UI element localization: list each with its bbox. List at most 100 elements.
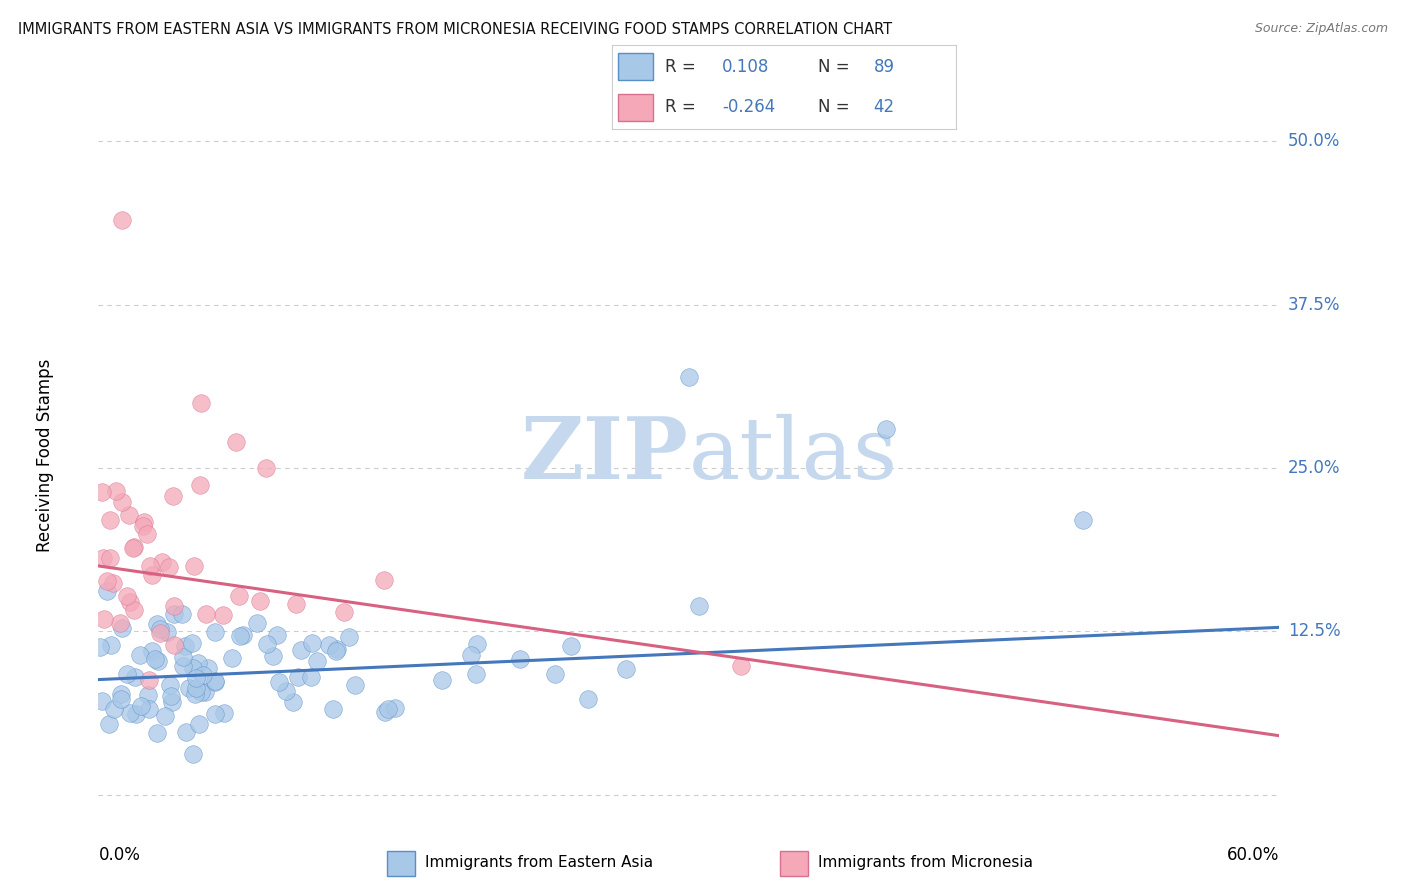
Point — [730, 658, 752, 673]
Point — [115, 589, 138, 603]
Point — [204, 675, 226, 690]
Point — [1071, 513, 1094, 527]
Point — [337, 631, 360, 645]
Text: 60.0%: 60.0% — [1227, 846, 1279, 863]
Point — [228, 589, 250, 603]
Point — [183, 558, 205, 573]
Point — [688, 599, 710, 614]
Text: 89: 89 — [873, 58, 894, 76]
Point — [96, 574, 118, 588]
Point — [172, 659, 194, 673]
Point — [186, 681, 208, 695]
Point — [163, 638, 186, 652]
Point — [190, 685, 212, 699]
Point — [136, 527, 159, 541]
Point — [91, 694, 114, 708]
Point — [183, 661, 205, 675]
Point — [465, 667, 488, 681]
Point — [374, 705, 396, 719]
Text: Receiving Food Stamps: Receiving Food Stamps — [37, 359, 55, 551]
Point — [89, 640, 111, 654]
Point — [333, 605, 356, 619]
Point — [190, 395, 212, 409]
Point — [98, 513, 121, 527]
Text: Immigrants from Eastern Asia: Immigrants from Eastern Asia — [425, 855, 652, 870]
Point — [430, 673, 453, 688]
Point — [249, 594, 271, 608]
Point — [149, 622, 172, 636]
Point — [98, 550, 121, 565]
Point — [110, 615, 132, 630]
Point — [115, 667, 138, 681]
Point — [318, 638, 340, 652]
Point — [173, 639, 195, 653]
Text: N =: N = — [818, 58, 849, 76]
Point — [138, 673, 160, 687]
Point — [124, 541, 146, 555]
Point — [204, 673, 226, 688]
Point — [132, 519, 155, 533]
Point — [100, 638, 122, 652]
Point — [325, 644, 347, 658]
Text: 50.0%: 50.0% — [1288, 132, 1340, 151]
Text: Immigrants from Micronesia: Immigrants from Micronesia — [818, 855, 1033, 870]
Point — [184, 687, 207, 701]
Point — [122, 603, 145, 617]
Point — [103, 702, 125, 716]
FancyBboxPatch shape — [619, 54, 652, 80]
Point — [326, 642, 349, 657]
Point — [91, 551, 114, 566]
Point — [150, 555, 173, 569]
Point — [125, 706, 148, 721]
Point — [160, 695, 183, 709]
Point — [281, 695, 304, 709]
Point — [290, 643, 312, 657]
Point — [188, 477, 211, 491]
Text: Source: ZipAtlas.com: Source: ZipAtlas.com — [1254, 22, 1388, 36]
Point — [103, 576, 125, 591]
Point — [343, 678, 366, 692]
Point — [287, 670, 309, 684]
Point — [172, 607, 194, 621]
Text: 12.5%: 12.5% — [1288, 623, 1340, 640]
Point — [254, 461, 277, 475]
Point — [117, 508, 139, 522]
Point — [576, 691, 599, 706]
Point — [221, 650, 243, 665]
Point — [269, 675, 291, 690]
Point — [122, 541, 145, 555]
Point — [145, 726, 167, 740]
Text: IMMIGRANTS FROM EASTERN ASIA VS IMMIGRANTS FROM MICRONESIA RECEIVING FOOD STAMPS: IMMIGRANTS FROM EASTERN ASIA VS IMMIGRAN… — [18, 22, 893, 37]
Point — [179, 681, 201, 695]
Point — [160, 690, 183, 704]
Point — [246, 615, 269, 630]
Point — [153, 709, 176, 723]
Point — [377, 702, 399, 716]
Point — [134, 515, 156, 529]
Point — [212, 607, 235, 622]
Point — [141, 568, 163, 582]
Point — [120, 594, 142, 608]
Point — [163, 607, 186, 621]
Point — [322, 701, 344, 715]
Point — [187, 656, 209, 670]
Point — [285, 597, 308, 611]
Text: atlas: atlas — [689, 413, 898, 497]
Point — [465, 637, 488, 651]
Point — [124, 670, 146, 684]
Point — [141, 644, 163, 658]
Point — [460, 648, 482, 663]
Point — [159, 678, 181, 692]
Point — [138, 702, 160, 716]
Text: 25.0%: 25.0% — [1288, 459, 1340, 477]
Point — [195, 607, 218, 621]
Point — [157, 560, 180, 574]
Point — [560, 640, 582, 654]
Point — [156, 625, 179, 640]
Point — [194, 685, 217, 699]
Point — [544, 666, 567, 681]
Point — [678, 369, 700, 384]
Point — [212, 706, 235, 720]
Point — [162, 489, 184, 503]
Point — [262, 649, 284, 664]
